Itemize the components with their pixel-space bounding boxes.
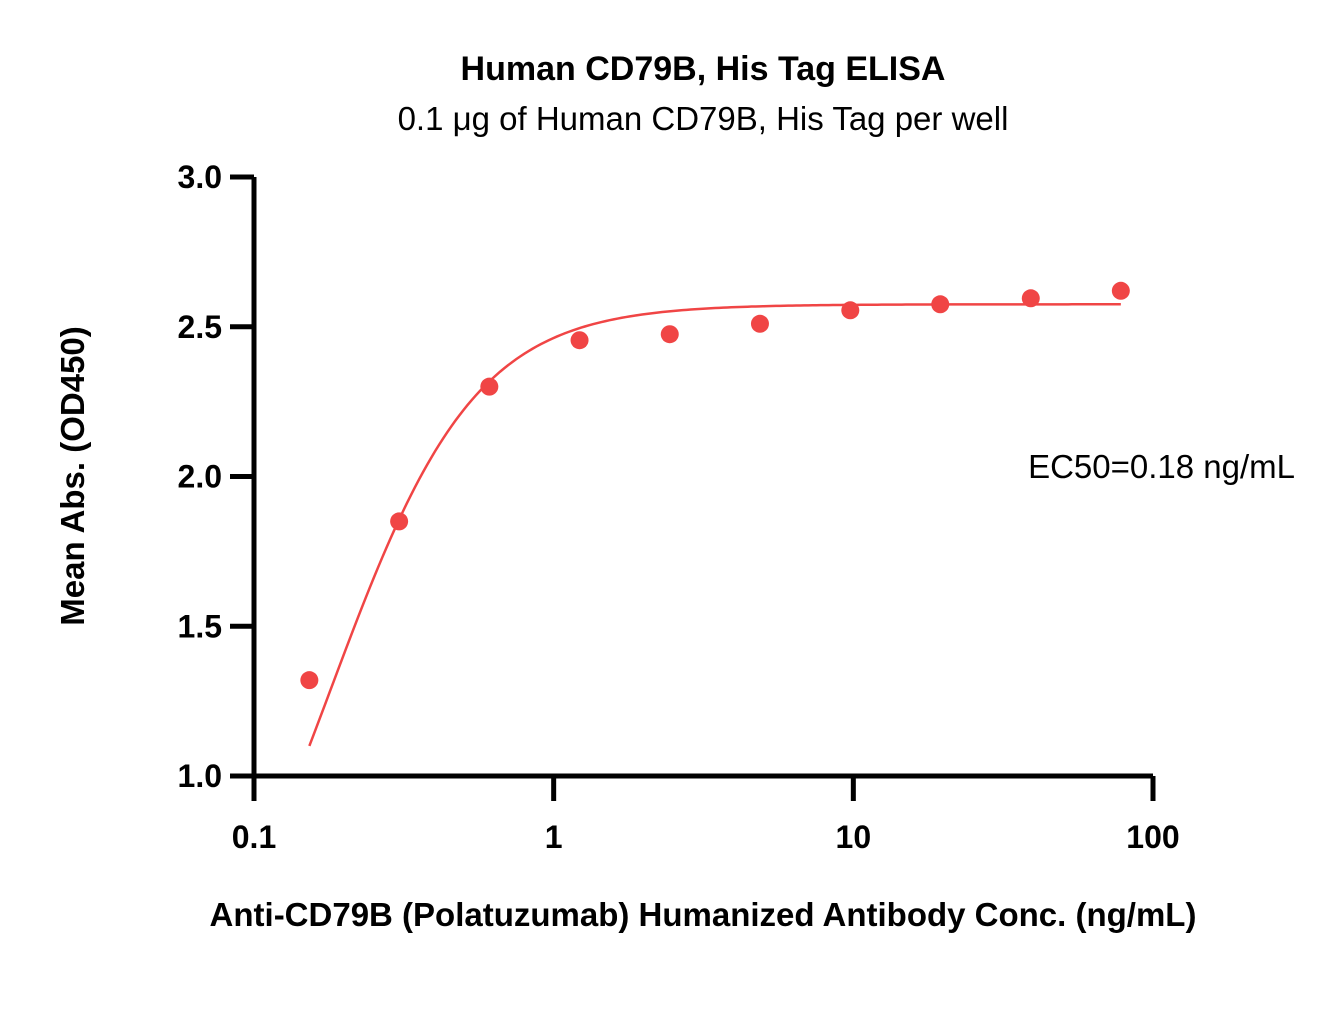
x-tick-label: 100 (1126, 819, 1179, 855)
y-axis-label: Mean Abs. (OD450) (54, 326, 91, 626)
data-point (660, 325, 679, 344)
chart-title: Human CD79B, His Tag ELISA (461, 50, 946, 88)
data-point (570, 331, 589, 350)
y-tick-label: 3.0 (178, 159, 222, 195)
data-point (1021, 289, 1040, 308)
data-point (1111, 281, 1130, 300)
y-tick-label: 1.0 (178, 758, 222, 794)
y-tick-label: 2.5 (178, 309, 222, 345)
x-tick-label: 1 (545, 819, 563, 855)
data-point (841, 301, 860, 320)
x-axis-ticks: 0.1 1 10 100 (232, 776, 1180, 855)
data-points (300, 281, 1130, 690)
x-tick-label: 0.1 (232, 819, 276, 855)
fit-curve (308, 303, 1121, 747)
y-tick-label: 2.0 (178, 459, 222, 495)
y-tick-label: 1.5 (178, 608, 222, 644)
chart-subtitle: 0.1 μg of Human CD79B, His Tag per well (398, 100, 1009, 137)
data-point (480, 377, 499, 396)
plot-area: 1.0 1.5 2.0 2.5 3.0 0.1 1 10 100 (178, 159, 1180, 855)
y-axis-ticks: 1.0 1.5 2.0 2.5 3.0 (178, 159, 254, 794)
x-axis-label: Anti-CD79B (Polatuzumab) Humanized Antib… (210, 896, 1197, 933)
x-tick-label: 10 (836, 819, 872, 855)
data-point (300, 671, 319, 690)
data-point (390, 512, 409, 531)
ec50-annotation: EC50=0.18 ng/mL (1028, 448, 1295, 485)
data-point (750, 314, 769, 333)
data-point (931, 295, 950, 314)
